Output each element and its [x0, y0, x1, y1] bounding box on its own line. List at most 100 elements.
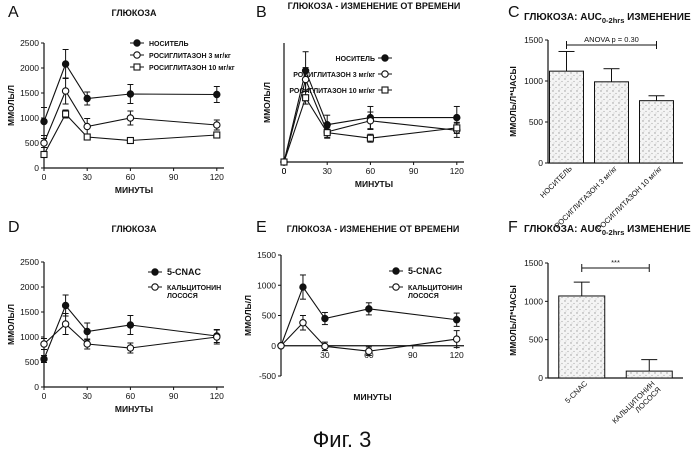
legend-label: КАЛЬЦИТОНИН	[167, 285, 221, 292]
legend-marker	[152, 269, 158, 275]
data-point	[281, 159, 287, 165]
y-tick-label: 0	[538, 158, 543, 168]
panel-f: FГЛЮКОЗА: AUC0-2hrs ИЗМЕНЕНИЕ05001000150…	[508, 219, 691, 425]
data-point	[41, 341, 47, 347]
data-point	[127, 322, 133, 328]
data-point	[366, 348, 372, 354]
data-point	[454, 125, 460, 131]
y-tick-label: 1000	[524, 76, 543, 86]
data-point	[41, 356, 47, 362]
bar	[626, 371, 672, 378]
panel-letter: B	[256, 4, 267, 21]
data-point	[300, 320, 306, 326]
x-tick-label: 120	[450, 166, 464, 176]
y-tick-label: 0	[34, 382, 39, 392]
y-tick-label: 1500	[20, 307, 39, 317]
data-point	[214, 334, 220, 340]
y-tick-label: 1500	[20, 88, 39, 98]
panel-c: CГЛЮКОЗА: AUC0-2hrs ИЗМЕНЕНИЕ05001000150…	[508, 4, 691, 233]
x-tick-label: 90	[169, 391, 179, 401]
panel-title: ГЛЮКОЗА	[111, 8, 157, 18]
data-point	[127, 115, 133, 121]
y-tick-label: 2000	[20, 63, 39, 73]
panel-title-suffix: ИЗМЕНЕНИЕ	[624, 224, 691, 235]
x-category-label: НОСИТЕЛЬ	[538, 164, 574, 200]
figure-caption: Фиг. 3	[313, 427, 372, 452]
x-tick-label: 0	[42, 172, 47, 182]
panel-a: AГЛЮКОЗА050010001500200025000306090120МИ…	[6, 4, 235, 195]
legend: НОСИТЕЛЬРОСИГЛИТАЗОН 3 мг/кгРОСИГЛИТАЗОН…	[130, 40, 235, 72]
x-tick-label-zero: 0	[282, 166, 287, 176]
panel-title-subscript: 0-2hrs	[602, 16, 625, 25]
legend-label: РОСИГЛИТАЗОН 3 мг/кг	[293, 72, 375, 79]
significance-annotation: ***	[611, 258, 620, 267]
data-point	[62, 302, 68, 308]
data-point	[322, 343, 328, 349]
y-tick-label: 500	[262, 311, 276, 321]
y-tick-label: -500	[259, 371, 276, 381]
y-tick-label: 1500	[257, 250, 276, 260]
chart-panels: AГЛЮКОЗА050010001500200025000306090120МИ…	[6, 1, 691, 425]
data-point	[84, 328, 90, 334]
data-point	[84, 134, 90, 140]
y-tick-label: 2500	[20, 257, 39, 267]
x-tick-label: 30	[82, 172, 92, 182]
y-tick-label: 0	[271, 341, 276, 351]
x-axis-label: МИНУТЫ	[355, 179, 393, 189]
significance-annotation: ANOVA p = 0.30	[584, 35, 639, 44]
panel-letter: C	[508, 4, 520, 21]
y-tick-label: 1000	[20, 332, 39, 342]
y-tick-label: 1500	[524, 35, 543, 45]
series-1	[281, 52, 460, 165]
x-tick-label: 120	[210, 172, 224, 182]
y-tick-label: 500	[25, 357, 39, 367]
series-2	[281, 68, 460, 166]
legend-label: ЛОСОСЯ	[408, 293, 439, 300]
panel-d: DГЛЮКОЗА050010001500200025000306090120МИ…	[6, 219, 224, 414]
x-tick-label: 30	[322, 166, 332, 176]
data-point	[322, 315, 328, 321]
data-point	[41, 118, 47, 124]
y-tick-label: 0	[34, 163, 39, 173]
legend: НОСИТЕЛЬРОСИГЛИТАЗОН 3 мг/кгРОСИГЛИТАЗОН…	[289, 55, 392, 95]
y-axis-label: ММОЛЬ/Л	[262, 82, 272, 123]
y-axis-label: ММОЛЬ/Л	[243, 295, 253, 336]
legend-marker	[393, 268, 399, 274]
data-point	[62, 321, 68, 327]
data-point	[214, 91, 220, 97]
panel-title: ГЛЮКОЗА - ИЗМЕНЕНИЕ ОТ ВРЕМЕНИ	[287, 224, 460, 234]
series-2	[278, 316, 460, 356]
legend-label: РОСИГЛИТАЗОН 10 мг/кг	[149, 65, 235, 72]
data-point	[278, 343, 284, 349]
y-tick-label: 1000	[20, 113, 39, 123]
x-tick-label: 90	[408, 350, 418, 360]
x-axis-label: МИНУТЫ	[115, 404, 153, 414]
legend-label: ЛОСОСЯ	[167, 293, 198, 300]
legend-label: 5-CNAC	[408, 266, 443, 276]
data-point	[84, 341, 90, 347]
x-tick-label: 90	[409, 166, 419, 176]
x-axis-label: МИНУТЫ	[115, 185, 153, 195]
data-point	[367, 135, 373, 141]
data-point	[454, 114, 460, 120]
x-tick-label: 30	[320, 350, 330, 360]
legend: 5-CNACКАЛЬЦИТОНИНЛОСОСЯ	[148, 267, 221, 300]
data-point	[303, 95, 309, 101]
y-tick-label: 2000	[20, 282, 39, 292]
y-tick-label: 0	[538, 373, 543, 383]
legend-label: НОСИТЕЛЬ	[336, 56, 375, 63]
panel-b: BГЛЮКОЗА - ИЗМЕНЕНИЕ ОТ ВРЕМЕНИ030609012…	[256, 1, 464, 189]
data-point	[214, 132, 220, 138]
data-point	[453, 317, 459, 323]
x-tick-label: 60	[366, 166, 376, 176]
legend-marker	[152, 284, 158, 290]
y-axis-label: ММОЛЬ/Л	[6, 85, 16, 126]
panel-e: EГЛЮКОЗА - ИЗМЕНЕНИЕ ОТ ВРЕМЕНИ-50005001…	[243, 219, 464, 402]
x-category-label: 5-CNAC	[563, 379, 590, 406]
panel-title-subscript: 0-2hrs	[602, 228, 625, 237]
legend-marker	[382, 71, 388, 77]
bar	[640, 101, 674, 163]
data-point	[300, 284, 306, 290]
legend-marker	[134, 64, 140, 70]
